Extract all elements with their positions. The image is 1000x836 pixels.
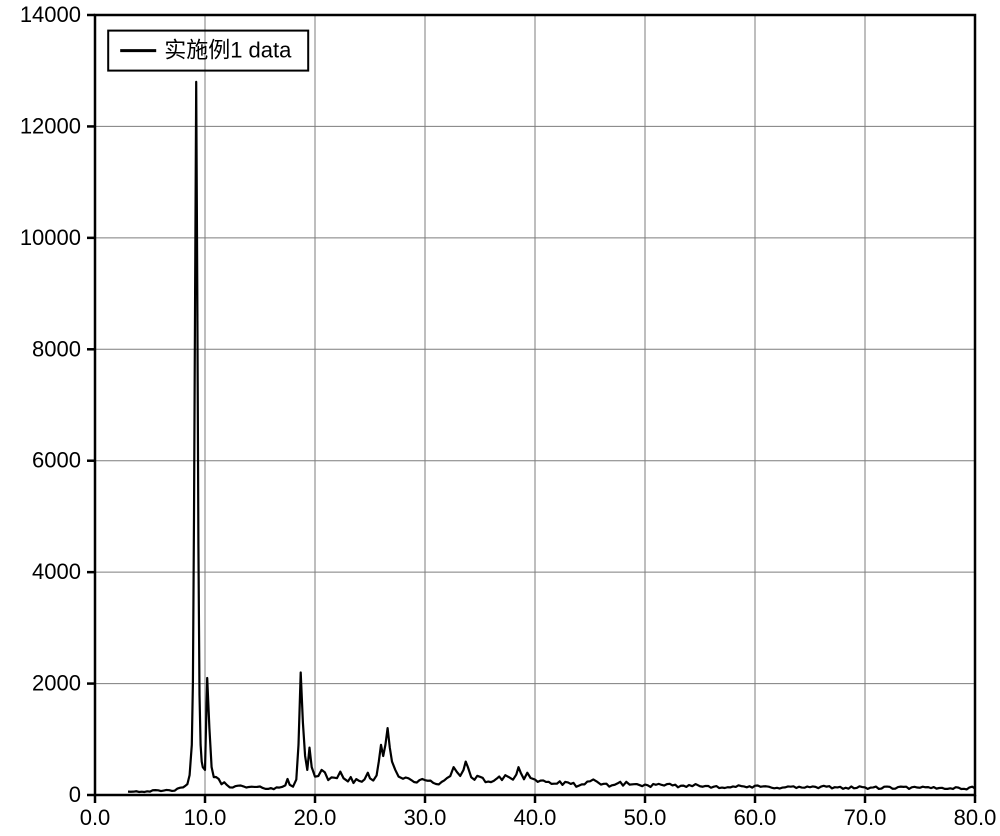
x-tick-label: 70.0	[844, 805, 887, 830]
x-tick-label: 30.0	[404, 805, 447, 830]
y-tick-label: 2000	[32, 671, 81, 696]
legend-text: 实施例1 data	[164, 38, 292, 63]
y-tick-label: 4000	[32, 559, 81, 584]
y-tick-label: 12000	[20, 113, 81, 138]
y-tick-label: 8000	[32, 336, 81, 361]
y-tick-label: 10000	[20, 225, 81, 250]
chart-bg	[0, 0, 1000, 836]
y-tick-label: 14000	[20, 2, 81, 27]
x-tick-label: 20.0	[294, 805, 337, 830]
chart-svg: 0.0 10.0 20.0 30.0 40.0 50.0 60.0 70.0 80.0 0 2000…	[0, 0, 1000, 836]
x-tick-label: 60.0	[734, 805, 777, 830]
x-tick-label: 10.0	[184, 805, 227, 830]
x-tick-label: 50.0	[624, 805, 667, 830]
y-tick-label: 0	[69, 782, 81, 807]
y-tick-label: 6000	[32, 448, 81, 473]
x-tick-label: 80.0	[954, 805, 997, 830]
x-tick-label: 0.0	[80, 805, 111, 830]
xrd-chart: 0.0 10.0 20.0 30.0 40.0 50.0 60.0 70.0 80.0 0 2000…	[0, 0, 1000, 836]
x-tick-label: 40.0	[514, 805, 557, 830]
